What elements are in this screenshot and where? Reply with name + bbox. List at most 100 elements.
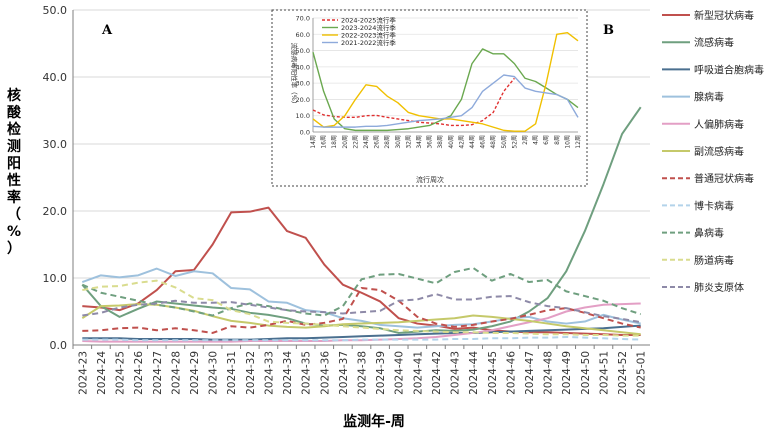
- y-axis-label-char: （: [7, 207, 21, 223]
- legend-entry: 腺病毒: [694, 91, 724, 104]
- y-tick-label: 10.0: [43, 272, 68, 285]
- inset-x-tick-label: 14周: [310, 135, 317, 149]
- y-tick-label: 30.0: [43, 138, 68, 151]
- x-tick-label: 2024-25: [115, 351, 127, 395]
- x-tick-label: 2024-31: [226, 351, 238, 395]
- inset-y-tick-label: 50.0: [296, 47, 310, 55]
- x-tick-label: 2024-49: [561, 351, 573, 395]
- inset-x-tick-label: 44周: [469, 135, 476, 149]
- y-axis-label-char: 检: [7, 121, 21, 138]
- inset-axes: [312, 18, 578, 133]
- x-tick-label: 2024-38: [357, 351, 369, 395]
- y-axis-label-char: 酸: [7, 104, 22, 121]
- inset-y-tick-label: 30.0: [296, 80, 310, 88]
- inset-legend-entry: 2023-2024流行季: [341, 23, 396, 32]
- y-axis-label-char: ）: [7, 241, 21, 257]
- series-line-5: [81, 303, 641, 336]
- inset-x-tick-label: 30周: [395, 135, 402, 149]
- x-tick-label: 2024-42: [431, 351, 443, 395]
- inset-legend-entry: 2021-2022流行季: [341, 38, 396, 47]
- legend-entry: 肺炎支原体: [694, 282, 744, 294]
- x-tick-label: 2024-26: [133, 351, 145, 395]
- series-line-2: [82, 324, 641, 341]
- inset-x-tick-label: 36周: [427, 135, 434, 149]
- inset-x-tick-label: 42周: [458, 135, 465, 149]
- y-tick-label: 0.0: [50, 339, 68, 352]
- inset-y-tick-label: 70.0: [296, 15, 310, 23]
- x-tick-label: 2024-47: [524, 351, 536, 395]
- x-tick-label: 2024-34: [282, 351, 294, 395]
- y-axis-label-char: 阳: [7, 156, 21, 172]
- inset-x-tick-label: 16周: [321, 135, 328, 149]
- inset-y-tick-label: 10.0: [296, 112, 310, 120]
- x-tick-label: 2024-27: [152, 351, 164, 395]
- inset-x-tick-label: 8周: [554, 135, 561, 145]
- inset-x-tick-label: 4周: [533, 135, 540, 145]
- inset-x-tick-label: 34周: [416, 135, 423, 149]
- inset-y-gridlines: [313, 17, 578, 117]
- x-tick-label: 2024-43: [450, 351, 462, 395]
- inset-legend-entry: 2022-2023流行季: [341, 30, 396, 39]
- inset-x-tick-label: 32周: [405, 135, 412, 149]
- inset-y-tick-label: 20.0: [296, 96, 310, 104]
- legend: 新型冠状病毒流感病毒呼吸道合胞病毒腺病毒人偏肺病毒副流感病毒普通冠状病毒博卡病毒…: [662, 9, 764, 294]
- inset-x-tick-label: 24周: [363, 135, 370, 149]
- inset-x-tick-label: 52周: [511, 135, 518, 149]
- inset-y-tick-label: 60.0: [296, 31, 310, 39]
- legend-entry: 新型冠状病毒: [694, 9, 754, 22]
- x-tick-label: 2024-36: [319, 351, 331, 395]
- series-line-6: [82, 287, 641, 334]
- inset-x-axis-label: 流行周次: [416, 175, 444, 184]
- series-line-7: [82, 335, 641, 342]
- main-axes: [72, 10, 650, 349]
- x-tick-label: 2024-29: [189, 351, 201, 395]
- inset-x-tick-label: 6周: [543, 135, 550, 145]
- series-line-4: [82, 302, 641, 343]
- inset-series-lines: [312, 31, 579, 132]
- x-tick-label: 2024-40: [394, 351, 406, 395]
- legend-entry: 呼吸道合胞病毒: [694, 63, 764, 76]
- inset-x-tick-label: 50周: [501, 135, 508, 149]
- x-tick-label: 2024-41: [412, 351, 424, 395]
- inset-legend: 2024-2025流行季2023-2024流行季2022-2023流行季2021…: [322, 15, 396, 47]
- x-axis-label: 监测年-周: [343, 413, 405, 430]
- legend-entry: 博卡病毒: [694, 199, 734, 212]
- x-tick-label: 2024-44: [468, 351, 480, 395]
- x-tick-label: 2025-01: [636, 351, 648, 395]
- inset-legend-entry: 2024-2025流行季: [341, 15, 396, 24]
- inset-x-tick-label: 22周: [352, 135, 359, 149]
- x-tick-label: 2024-30: [208, 351, 220, 395]
- inset-x-tick-label: 40周: [448, 135, 455, 149]
- inset-x-tick-label: 48周: [490, 135, 497, 149]
- inset-y-axis-label: 流感病毒阳性率（%）: [290, 43, 299, 108]
- legend-entry: 普通冠状病毒: [694, 172, 754, 185]
- series-line-1: [81, 106, 642, 334]
- x-tick-label: 2024-37: [338, 351, 350, 395]
- legend-entry: 人偏肺病毒: [694, 118, 744, 131]
- x-tick-label: 2024-45: [487, 351, 499, 395]
- series-line-10: [82, 293, 641, 324]
- x-tick-label: 2024-32: [245, 351, 257, 395]
- inset-x-tick-label: 2周: [522, 135, 529, 145]
- x-tick-label: 2024-51: [598, 351, 610, 395]
- inset-frame: [271, 9, 588, 187]
- inset-series-line-2: [312, 31, 579, 132]
- x-tick-label: 2024-50: [580, 351, 592, 395]
- x-tick-label: 2024-39: [375, 351, 387, 395]
- inset-x-tick-label: 10周: [564, 135, 571, 149]
- inset-chart: 0.0 10.0 20.0 30.0 40.0 50.0 60.0 70.0 14周 16周 18周…: [271, 9, 588, 187]
- series-line-9: [82, 279, 641, 337]
- x-tick-label: 2024-24: [96, 351, 108, 395]
- legend-entry: 流感病毒: [694, 36, 734, 49]
- legend-entry: 鼻病毒: [694, 227, 724, 240]
- inset-tick-labels: 0.0 10.0 20.0 30.0 40.0 50.0 60.0 70.0 14周 16周 18周…: [296, 15, 582, 149]
- inset-y-tick-label: 0.0: [300, 129, 310, 137]
- y-axis-label-char: 率: [7, 189, 21, 206]
- panel-label-b: B: [603, 23, 614, 38]
- legend-entry: 肠道病毒: [694, 254, 734, 267]
- inset-x-tick-label: 18周: [331, 135, 338, 149]
- x-tick-label: 2024-23: [77, 351, 89, 395]
